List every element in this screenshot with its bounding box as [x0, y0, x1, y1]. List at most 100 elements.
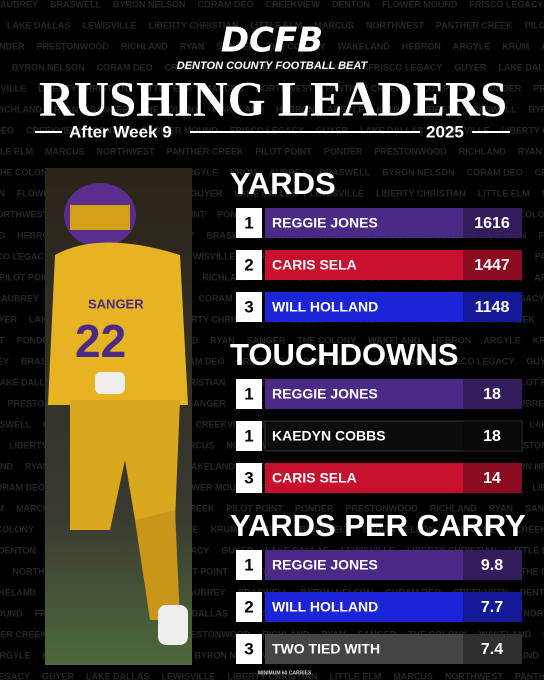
background-name: KRUM — [533, 335, 544, 345]
background-name: NORTHWEST — [255, 83, 313, 93]
row-bar — [265, 550, 522, 580]
background-name: SANGER — [216, 41, 255, 51]
background-name: MARCUS — [204, 83, 244, 93]
background-name: SANGER — [90, 104, 129, 114]
rank-box — [236, 379, 262, 409]
row-bar — [265, 292, 522, 322]
background-name: RYAN — [518, 146, 542, 156]
background-name: GUYER — [190, 188, 223, 198]
background-name: KRUM — [376, 104, 403, 114]
background-name: RYAN — [210, 335, 234, 345]
background-name: LIBERTY CHRISTIAN — [38, 83, 128, 93]
background-name: MARCUS — [314, 20, 354, 30]
background-name: CREEKVIEW — [535, 167, 544, 177]
stat-value: 9.8 — [481, 557, 503, 574]
rank: 2 — [244, 597, 253, 616]
background-name: RYAN — [180, 41, 204, 51]
section-title: YARDS — [230, 166, 336, 201]
row-bar — [264, 420, 523, 452]
background-name: NORTHWEST — [97, 146, 155, 156]
background-name: PILOT POINT — [255, 146, 312, 156]
player-name: REGGIE JONES — [272, 386, 378, 402]
stat-value: 18 — [483, 386, 501, 403]
background-name: THE COLONY — [141, 104, 200, 114]
background-name: RICHLAND — [121, 41, 168, 51]
background-name: NORTHWEST — [523, 608, 544, 618]
background-name: THE COLONY — [521, 566, 544, 576]
background-name: LAKE DALLAS — [498, 62, 544, 72]
background-name: NORTHWEST — [0, 209, 48, 219]
background-name: LEWISVILLE — [0, 83, 26, 93]
background-name: LAKE DALLAS — [7, 20, 71, 30]
rank-box — [236, 250, 262, 280]
background-name: LIBERTY CHRISTIAN — [376, 188, 466, 198]
background-name: AUBREY — [541, 41, 544, 51]
background-name: FRISCO LEGACY — [469, 0, 543, 9]
background-name: NORTHWEST — [366, 20, 424, 30]
background-name: LIBERTY CHRISTIAN — [501, 125, 544, 135]
row-bar — [265, 592, 522, 622]
background-name: PANTHER CREEK — [325, 83, 402, 93]
background-name: CREEKVIEW — [26, 125, 81, 135]
background-name: THE COLONY — [0, 167, 54, 177]
background-name: ARGYLE — [534, 272, 544, 282]
player-name: KAEDYN COBBS — [272, 428, 386, 444]
stat-value: 1616 — [474, 215, 510, 232]
background-name: FRISCO LEGACY — [368, 62, 442, 72]
background-name: RICHLAND — [0, 461, 13, 471]
background-name: GUYER — [42, 671, 75, 680]
rank: 2 — [244, 255, 253, 274]
background-name: LITTLE ELM — [329, 671, 381, 680]
background-name: PANTHER CREEK — [0, 629, 47, 639]
rank: 3 — [244, 468, 253, 487]
background-name: FLOWER MOUND — [0, 608, 23, 618]
stat-value: 1148 — [475, 299, 510, 316]
background-name: MARCUS — [542, 188, 544, 198]
title: RUSHING LEADERS — [39, 70, 507, 126]
background-name: LITTLE ELM — [478, 188, 530, 198]
rank: 1 — [244, 555, 253, 574]
background-name: RYAN — [489, 503, 513, 513]
background-name: ARGYLE — [327, 104, 365, 114]
background-name: MARCUS — [175, 440, 215, 450]
background-name: WAKELAND — [0, 587, 36, 597]
background-name: CREEKVIEW — [237, 356, 292, 366]
background-name: HEBRON — [402, 41, 441, 51]
background-name: THE COLONY — [297, 335, 356, 345]
year: 2025 — [426, 122, 464, 141]
section-title: YARDS PER CARRY — [230, 508, 526, 543]
background-name: DENTON — [0, 188, 5, 198]
background-name: KRUM — [211, 524, 238, 534]
background-name: PONDER — [324, 146, 363, 156]
background-name: BRASWELL — [238, 587, 289, 597]
value-box — [463, 463, 522, 493]
background-name: BYRON NELSON — [113, 0, 186, 9]
rank-box — [236, 592, 262, 622]
background-name: HEBRON — [432, 335, 471, 345]
value-box — [463, 292, 522, 322]
background-name: PRESTONWOOD — [533, 83, 544, 93]
background-name: GUYER — [526, 356, 544, 366]
section-title: TOUCHDOWNS — [230, 337, 458, 372]
background-name: RYAN — [54, 104, 78, 114]
background-name: PILOT POINT — [0, 335, 5, 345]
value-box — [463, 421, 522, 451]
background-name: DENTON — [231, 62, 269, 72]
background-name: SANGER — [525, 503, 544, 513]
background-name: MARCUS — [16, 503, 56, 513]
background-name: LEWISVILLE — [435, 125, 489, 135]
background-name: MARCUS — [0, 566, 1, 576]
background-name: DENTON — [520, 587, 544, 597]
background-name: THE COLONY — [267, 41, 326, 51]
player-name: WILL HOLLAND — [272, 599, 378, 615]
background-name: LIBERTY CHRISTIAN — [532, 482, 544, 492]
background-name: CREEKVIEW — [196, 419, 251, 429]
background-name: LITTLE ELM — [0, 146, 33, 156]
note: MINIMUM 60 CARRIES — [258, 670, 312, 676]
background-name: PONDER — [295, 503, 334, 513]
background-name: WAKELAND — [183, 461, 235, 471]
rank-box — [236, 463, 262, 493]
background-name: FRISCO LEGACY — [0, 671, 30, 680]
background-name: DENTON — [0, 545, 36, 555]
